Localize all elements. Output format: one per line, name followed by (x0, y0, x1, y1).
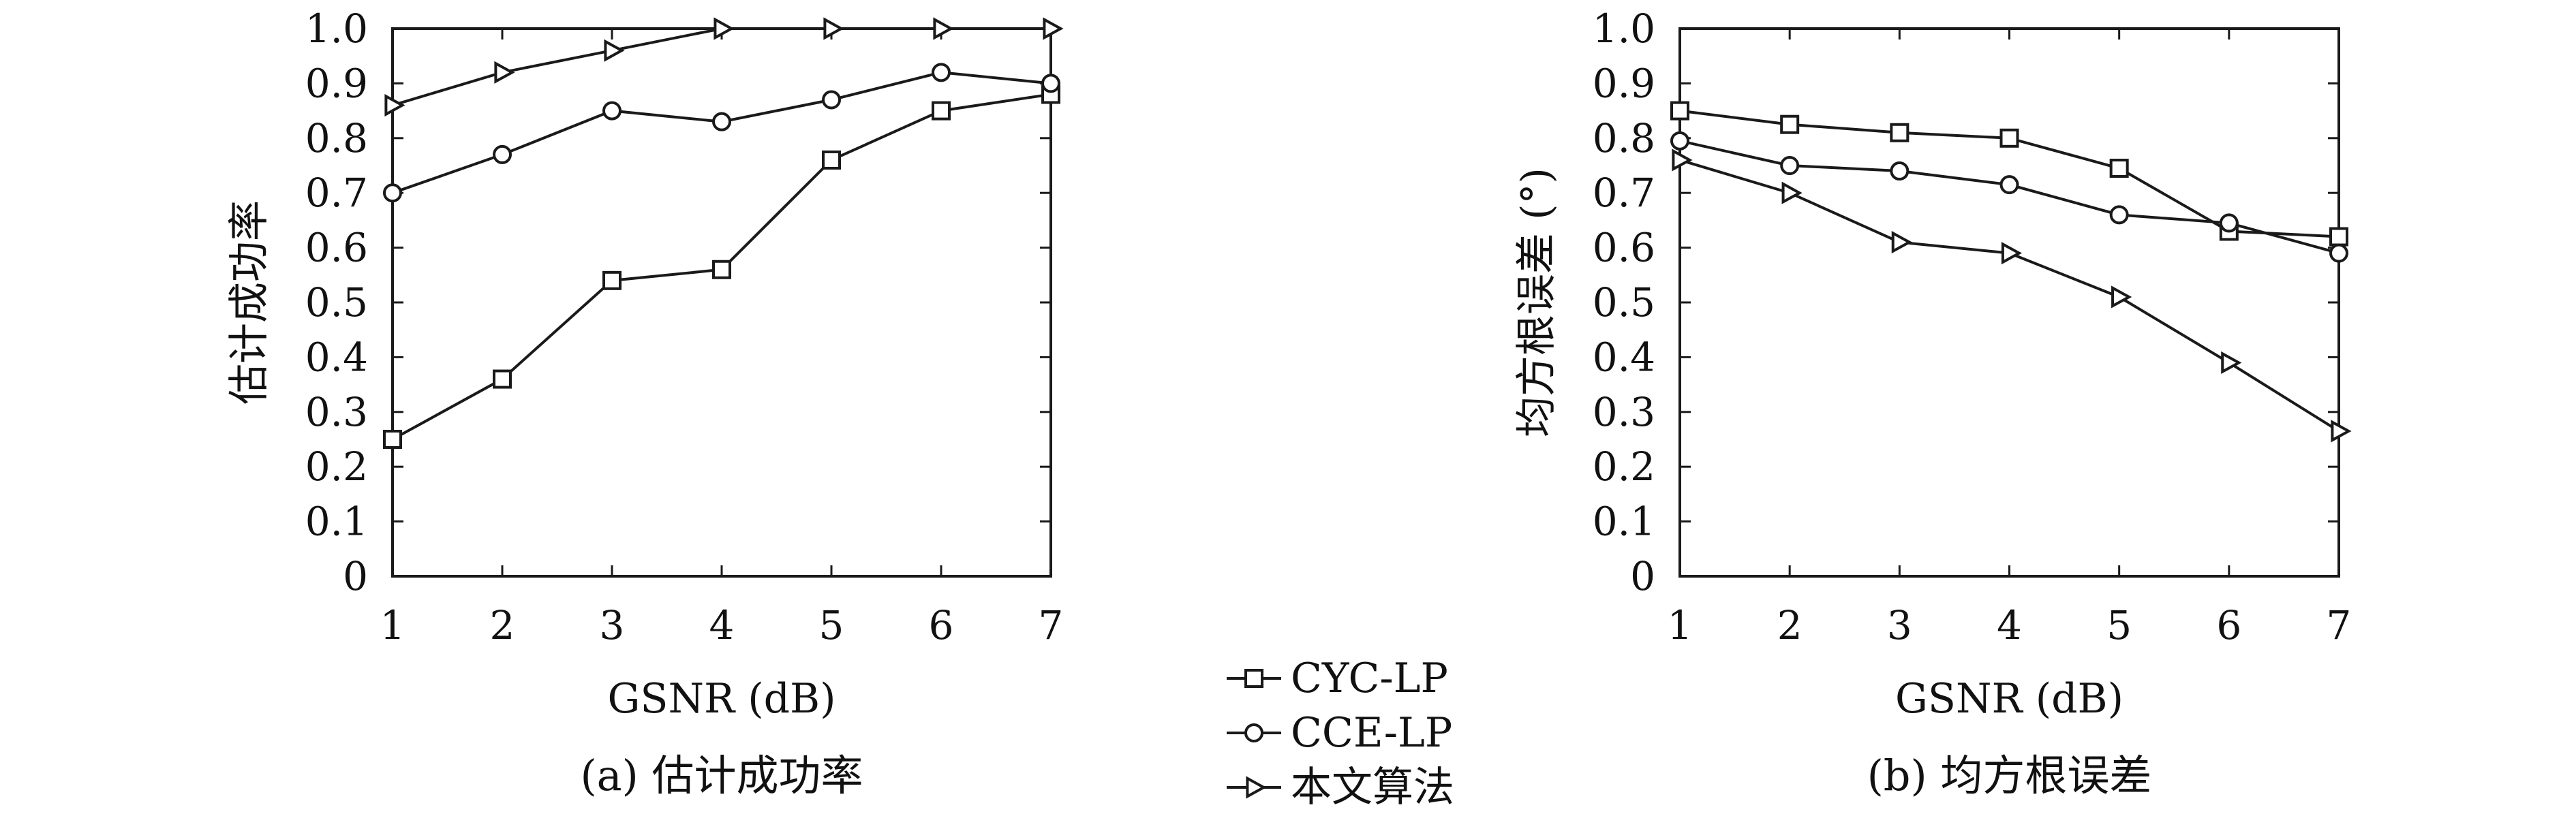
panel-a-chart: 1 2 3 4 5 6 7 0 0.1 0.2 0.3 0.4 0.5 0.6 0.7 0.8 0.9 1.0 GS… (226, 5, 1064, 800)
data-point-triangle-right (1891, 230, 1912, 254)
data-point-circle (1999, 175, 2019, 195)
data-point-circle (2109, 205, 2129, 225)
data-point-square (1780, 114, 1800, 134)
data-point-circle (383, 183, 402, 203)
series-line-circle (1679, 139, 2340, 255)
x-tick-label: 7 (1039, 602, 1064, 648)
y-tick-label: 0.1 (305, 499, 368, 545)
y-tick-label: 0.7 (305, 170, 368, 216)
x-tick-label: 6 (2216, 602, 2241, 648)
y-tick-label: 0.3 (305, 389, 368, 435)
x-tick-label: 3 (1887, 602, 1912, 648)
data-point-triangle-right (1043, 17, 1064, 40)
y-tick-label: 0.8 (305, 115, 368, 161)
data-point-square (2329, 227, 2348, 247)
x-axis-label: GSNR (dB) (607, 675, 835, 723)
data-point-circle (1670, 131, 1689, 151)
x-tick-label: 7 (2327, 602, 2352, 648)
y-tick-label: 0.2 (1593, 443, 1655, 490)
y-tick-label: 0.3 (1593, 389, 1655, 435)
data-point-square (1670, 101, 1689, 121)
panel-caption: (a) 估计成功率 (580, 751, 863, 800)
x-tick-label: 5 (819, 602, 844, 648)
data-point-circle (1780, 156, 1800, 175)
x-tick-label: 1 (380, 602, 405, 648)
y-tick-label: 0 (1630, 553, 1655, 599)
data-point-triangle-right (1781, 181, 1803, 204)
legend-label: 本文算法 (1291, 764, 1454, 811)
data-point-circle (2329, 243, 2348, 263)
data-point-triangle-right (384, 93, 405, 117)
panel-b-chart: 1 2 3 4 5 6 7 0 0.1 0.2 0.3 0.4 0.5 0.6 0.7 0.8 0.9 1.0 GS… (1513, 5, 2352, 800)
data-point-square (932, 101, 951, 121)
data-point-circle (1890, 161, 1910, 181)
data-point-circle (1041, 74, 1060, 93)
y-tick-label: 0.4 (1593, 334, 1655, 380)
plot-frame (1678, 27, 2340, 578)
series-line-circle (392, 71, 1052, 195)
y-tick-label: 0.5 (305, 279, 368, 326)
data-point-triangle-right (714, 17, 735, 40)
data-point-square (1890, 123, 1910, 142)
panel-caption: (b) 均方根误差 (1867, 751, 2152, 800)
y-tick-label: 0.7 (1593, 170, 1655, 216)
x-tick-label: 1 (1668, 602, 1693, 648)
data-point-triangle-right (1672, 148, 1693, 172)
data-point-square (602, 270, 622, 290)
x-tick-label: 3 (600, 602, 625, 648)
data-point-triangle-right (2331, 420, 2352, 443)
y-tick-label: 0.6 (305, 225, 368, 271)
data-point-circle (712, 112, 731, 131)
data-point-circle (822, 90, 841, 110)
y-axis-label: 均方根误差 (°) (1513, 168, 1561, 437)
data-point-square (712, 260, 731, 279)
x-tick-label: 2 (490, 602, 515, 648)
legend: CYC-LP CCE-LP 本文算法 (1227, 655, 1454, 811)
data-point-circle (2219, 213, 2239, 233)
legend-label: CYC-LP (1291, 655, 1448, 702)
data-point-square (822, 150, 841, 170)
data-point-triangle-right (2111, 285, 2132, 309)
y-tick-label: 0 (343, 553, 368, 599)
legend-marker-square (1244, 669, 1263, 688)
y-tick-label: 0.8 (1593, 115, 1655, 161)
y-tick-label: 0.9 (305, 60, 368, 106)
legend-marker-circle (1244, 723, 1263, 742)
x-axis-label: GSNR (dB) (1895, 675, 2123, 723)
x-tick-label: 4 (709, 602, 735, 648)
data-point-circle (493, 144, 512, 164)
x-tick-label: 6 (929, 602, 954, 648)
data-point-square (1999, 128, 2019, 148)
data-point-triangle-right (2001, 242, 2023, 265)
data-point-triangle-right (604, 39, 625, 62)
data-point-circle (602, 101, 622, 121)
data-point-triangle-right (2221, 351, 2242, 375)
y-tick-label: 1.0 (1593, 5, 1655, 52)
data-point-square (493, 369, 512, 389)
data-point-circle (932, 63, 951, 82)
x-tick-label: 4 (1997, 602, 2022, 648)
y-axis-label: 估计成功率 (226, 200, 273, 405)
y-tick-label: 1.0 (305, 5, 368, 52)
x-tick-label: 2 (1777, 602, 1803, 648)
series-line-triangle-right (392, 27, 1051, 107)
y-tick-label: 0.1 (1593, 499, 1655, 545)
series-line-triangle-right (1679, 159, 2340, 433)
legend-marker-triangle-right (1246, 776, 1267, 799)
data-point-square (2109, 159, 2129, 178)
y-tick-label: 0.4 (305, 334, 368, 380)
y-tick-label: 0.2 (305, 443, 368, 490)
data-point-square (383, 430, 402, 449)
plot-frame (391, 27, 1052, 578)
y-tick-label: 0.5 (1593, 279, 1655, 326)
data-point-triangle-right (494, 61, 515, 84)
y-tick-label: 0.6 (1593, 225, 1655, 271)
x-tick-label: 5 (2106, 602, 2132, 648)
y-tick-label: 0.9 (1593, 60, 1655, 106)
data-point-triangle-right (933, 17, 954, 40)
data-point-triangle-right (823, 17, 844, 40)
legend-label: CCE-LP (1291, 709, 1452, 757)
